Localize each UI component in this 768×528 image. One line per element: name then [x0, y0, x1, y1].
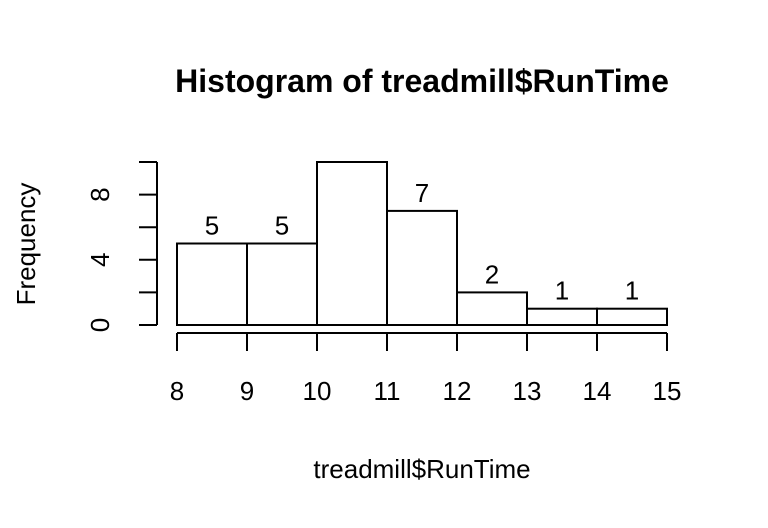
- histogram-bar: [456, 291, 528, 326]
- bar-count-label: 5: [275, 211, 289, 241]
- histogram-bar: [386, 209, 458, 326]
- histogram-bar: [526, 307, 598, 327]
- x-tick-label: 9: [240, 376, 254, 406]
- bar-count-label: 1: [625, 276, 639, 306]
- x-tick-label: 13: [513, 376, 542, 406]
- bar-labels-group: 5 5 7 2 1 1: [205, 178, 639, 306]
- y-axis-label: Frequency: [11, 183, 41, 306]
- y-tick-label: 4: [85, 253, 115, 267]
- histogram-bar: [176, 242, 248, 326]
- y-tick-label: 8: [85, 187, 115, 201]
- y-tick-label: 0: [85, 318, 115, 332]
- x-tick-label: 10: [303, 376, 332, 406]
- x-tick-label: 11: [374, 376, 401, 406]
- bar-count-label: 7: [415, 178, 429, 208]
- x-axis-label: treadmill$RunTime: [313, 454, 530, 484]
- chart-title: Histogram of treadmill$RunTime: [175, 63, 669, 99]
- bar-count-label: 1: [555, 276, 569, 306]
- histogram-bar: [316, 161, 388, 326]
- histogram-bar: [596, 307, 668, 327]
- bar-count-label: 2: [485, 259, 499, 289]
- x-tick-label: 15: [653, 376, 682, 406]
- x-tick-label: 8: [170, 376, 184, 406]
- bar-count-label: 5: [205, 211, 219, 241]
- x-axis: 8 9 10 11 12 13 14 15: [170, 332, 682, 406]
- bars-group: [176, 161, 668, 327]
- x-tick-label: 12: [443, 376, 472, 406]
- x-tick-label: 14: [583, 376, 612, 406]
- histogram-bar: [246, 242, 318, 326]
- y-axis: 0 4 8: [85, 161, 158, 332]
